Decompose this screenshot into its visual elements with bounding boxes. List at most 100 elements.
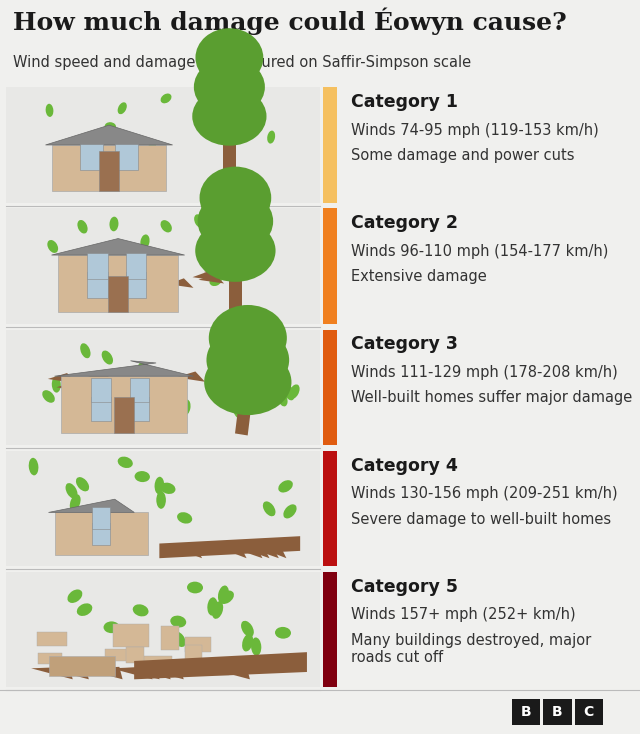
Bar: [58, 255, 178, 313]
Text: Winds 74-95 mph (119-153 km/h): Winds 74-95 mph (119-153 km/h): [351, 123, 598, 137]
Ellipse shape: [102, 351, 113, 365]
Bar: [161, 626, 179, 650]
Ellipse shape: [76, 477, 89, 491]
Text: Category 5: Category 5: [351, 578, 458, 596]
Polygon shape: [142, 666, 184, 679]
Ellipse shape: [278, 480, 293, 493]
Ellipse shape: [67, 589, 83, 603]
Ellipse shape: [93, 261, 104, 273]
Ellipse shape: [52, 377, 61, 393]
Bar: [130, 396, 149, 421]
Ellipse shape: [212, 601, 223, 619]
Text: Category 2: Category 2: [351, 214, 458, 233]
Text: Extensive damage: Extensive damage: [351, 269, 486, 284]
Text: Wind speed and damage as measured on Saffir-Simpson scale: Wind speed and damage as measured on Saf…: [13, 55, 471, 70]
Text: Many buildings destroyed, major
roads cut off: Many buildings destroyed, major roads cu…: [351, 633, 591, 665]
Bar: [115, 144, 138, 170]
Ellipse shape: [200, 244, 212, 255]
Ellipse shape: [148, 142, 156, 154]
Ellipse shape: [134, 471, 150, 482]
Ellipse shape: [80, 344, 90, 358]
Bar: [113, 624, 148, 647]
Ellipse shape: [42, 390, 55, 403]
Bar: [88, 272, 108, 298]
Ellipse shape: [275, 627, 291, 639]
Bar: [88, 253, 108, 279]
Text: Some damage and power cuts: Some damage and power cuts: [351, 148, 574, 163]
Ellipse shape: [155, 477, 164, 494]
Ellipse shape: [161, 220, 172, 233]
Ellipse shape: [177, 512, 192, 523]
Text: Winds 130-156 mph (209-251 km/h): Winds 130-156 mph (209-251 km/h): [351, 486, 618, 501]
Ellipse shape: [65, 483, 77, 498]
Ellipse shape: [198, 190, 273, 252]
Ellipse shape: [104, 122, 116, 131]
Ellipse shape: [129, 268, 139, 282]
Text: Category 4: Category 4: [351, 457, 458, 475]
Ellipse shape: [195, 28, 263, 87]
Ellipse shape: [289, 385, 300, 399]
Bar: [323, 572, 337, 687]
Bar: [136, 655, 172, 668]
Ellipse shape: [204, 349, 291, 415]
Bar: [323, 451, 337, 566]
Polygon shape: [111, 666, 152, 679]
Polygon shape: [168, 278, 193, 288]
Text: Winds 96-110 mph (154-177 km/h): Winds 96-110 mph (154-177 km/h): [351, 244, 608, 258]
Bar: [52, 145, 166, 192]
Bar: [6, 330, 320, 445]
Polygon shape: [248, 543, 287, 558]
Ellipse shape: [156, 491, 166, 509]
Text: Category 3: Category 3: [351, 335, 458, 354]
Bar: [130, 378, 149, 402]
Bar: [125, 272, 147, 298]
Ellipse shape: [233, 405, 244, 420]
Polygon shape: [56, 382, 85, 392]
Polygon shape: [208, 544, 246, 558]
Ellipse shape: [284, 385, 294, 400]
Ellipse shape: [118, 102, 127, 115]
Bar: [61, 376, 188, 433]
Text: C: C: [584, 705, 594, 719]
Polygon shape: [105, 393, 134, 404]
Ellipse shape: [181, 399, 191, 415]
Bar: [6, 572, 320, 687]
Ellipse shape: [267, 131, 275, 144]
Ellipse shape: [253, 236, 262, 250]
Bar: [323, 87, 337, 203]
Bar: [108, 275, 128, 313]
Bar: [543, 699, 572, 725]
Polygon shape: [204, 266, 230, 276]
Ellipse shape: [124, 400, 134, 415]
Ellipse shape: [129, 645, 144, 658]
Polygon shape: [241, 545, 279, 558]
Bar: [37, 632, 67, 647]
Bar: [6, 451, 320, 566]
Polygon shape: [48, 373, 77, 383]
Bar: [186, 645, 202, 666]
Ellipse shape: [218, 586, 229, 603]
Bar: [512, 699, 540, 725]
Polygon shape: [54, 360, 194, 376]
Polygon shape: [47, 666, 89, 679]
Polygon shape: [193, 272, 218, 281]
Bar: [198, 664, 229, 675]
Ellipse shape: [209, 275, 222, 286]
Bar: [323, 330, 337, 445]
Polygon shape: [31, 666, 73, 679]
Text: Well-built homes suffer major damage: Well-built homes suffer major damage: [351, 390, 632, 405]
Bar: [6, 87, 320, 203]
Bar: [79, 144, 102, 170]
Ellipse shape: [251, 637, 261, 655]
Bar: [114, 396, 134, 433]
Ellipse shape: [207, 327, 289, 393]
Bar: [55, 512, 148, 554]
Ellipse shape: [195, 219, 276, 282]
Polygon shape: [81, 666, 123, 679]
Bar: [323, 208, 337, 324]
Text: B: B: [521, 705, 531, 719]
Polygon shape: [224, 545, 262, 558]
Ellipse shape: [172, 631, 186, 647]
Polygon shape: [231, 545, 269, 558]
Bar: [235, 393, 253, 435]
